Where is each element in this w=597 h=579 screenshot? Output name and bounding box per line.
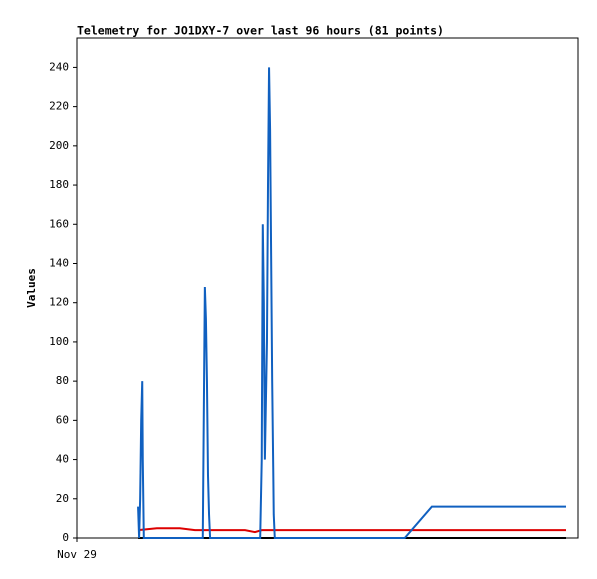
y-tick-label: 140 [49, 256, 69, 269]
y-tick-label: 180 [49, 178, 69, 191]
y-tick-label: 40 [56, 453, 69, 466]
y-tick-label: 80 [56, 374, 69, 387]
y-axis-label: Values [25, 268, 38, 308]
y-tick-label: 200 [49, 139, 69, 152]
y-tick-label: 120 [49, 296, 69, 309]
y-tick-label: 0 [62, 531, 69, 544]
y-tick-label: 160 [49, 217, 69, 230]
chart-title: Telemetry for JO1DXY-7 over last 96 hour… [77, 24, 444, 38]
x-tick-label: Nov 29 [57, 548, 97, 561]
y-tick-label: 220 [49, 100, 69, 113]
y-tick-label: 20 [56, 492, 69, 505]
y-tick-label: 100 [49, 335, 69, 348]
series-line [137, 67, 566, 539]
y-tick-label: 60 [56, 413, 69, 426]
y-tick-label: 240 [49, 60, 69, 73]
